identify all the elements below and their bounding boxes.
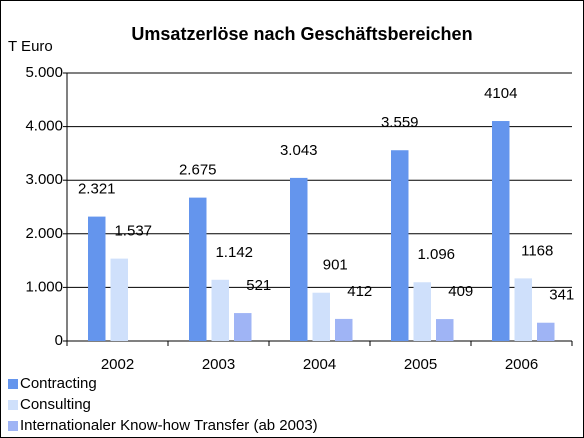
bar <box>110 258 128 341</box>
y-tick-label: 5.000 <box>25 64 63 81</box>
data-label: 3.043 <box>280 142 318 159</box>
legend-label: Consulting <box>20 396 91 413</box>
data-label: 1.096 <box>417 246 455 263</box>
data-label: 341 <box>549 287 574 304</box>
bar <box>492 121 510 341</box>
bar <box>413 282 431 341</box>
data-label: 4104 <box>484 85 517 102</box>
x-tick-label: 2004 <box>303 356 336 373</box>
y-tick-label: 1.000 <box>25 278 63 295</box>
data-label: 901 <box>323 257 348 274</box>
legend-swatch <box>8 400 18 410</box>
x-tick-label: 2002 <box>101 356 134 373</box>
bar <box>514 278 532 341</box>
y-tick-label: 4.000 <box>25 118 63 135</box>
y-axis-label: T Euro <box>8 38 53 55</box>
chart-title: Umsatzerlöse nach Geschäftsbereichen <box>131 24 472 44</box>
bar <box>189 197 207 341</box>
y-tick-label: 2.000 <box>25 225 63 242</box>
bar <box>234 313 252 341</box>
bar <box>88 216 106 341</box>
x-tick-label: 2003 <box>202 356 235 373</box>
data-label: 3.559 <box>381 114 419 131</box>
data-label: 1.142 <box>215 244 253 261</box>
bar <box>312 292 330 341</box>
y-tick-label: 0 <box>55 332 63 349</box>
data-label: 1.537 <box>114 223 152 240</box>
x-tick-label: 2005 <box>404 356 437 373</box>
data-label: 2.321 <box>78 181 116 198</box>
legend-label: Internationaler Know-how Transfer (ab 20… <box>20 417 318 434</box>
bar <box>290 177 308 341</box>
data-label: 521 <box>246 277 271 294</box>
bar <box>391 150 409 341</box>
bar <box>537 322 555 341</box>
legend-swatch <box>8 379 18 389</box>
bar <box>211 279 229 341</box>
x-tick-label: 2006 <box>505 356 538 373</box>
data-label: 2.675 <box>179 162 217 179</box>
bar <box>335 318 353 341</box>
data-label: 1168 <box>521 242 553 259</box>
legend-label: Contracting <box>20 375 97 392</box>
legend-swatch <box>8 421 18 431</box>
bar <box>436 319 454 341</box>
data-label: 409 <box>448 283 473 300</box>
data-label: 412 <box>347 283 372 300</box>
y-tick-label: 3.000 <box>25 171 63 188</box>
